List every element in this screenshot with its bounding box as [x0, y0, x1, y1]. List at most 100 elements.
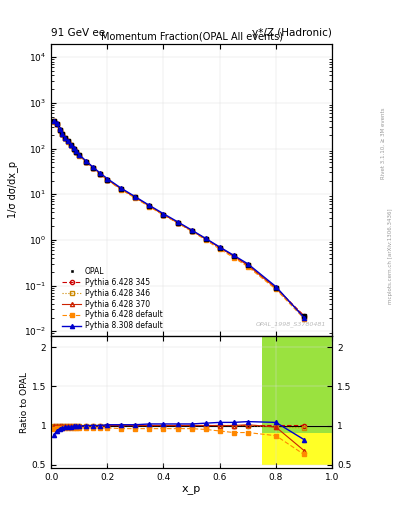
Pythia 6.428 345: [203, 236, 208, 242]
OPAL: [66, 138, 70, 144]
Pythia 6.428 345: [71, 145, 76, 152]
Pythia 6.428 default: [302, 315, 307, 322]
Pythia 8.308 default: [71, 145, 76, 151]
Pythia 6.428 default: [98, 171, 103, 177]
Pythia 6.428 345: [60, 131, 65, 137]
OPAL: [302, 312, 307, 318]
Pythia 8.308 default: [119, 185, 124, 191]
Pythia 6.428 345: [98, 171, 103, 177]
Pythia 6.428 345: [77, 152, 82, 158]
Pythia 8.308 default: [84, 158, 88, 164]
Pythia 6.428 370: [84, 159, 88, 165]
Pythia 6.428 default: [147, 204, 152, 210]
Pythia 8.308 default: [105, 176, 110, 182]
OPAL: [60, 131, 65, 137]
OPAL: [133, 195, 138, 201]
Pythia 8.308 default: [245, 261, 250, 267]
Pythia 8.308 default: [147, 202, 152, 208]
Pythia 6.428 346: [51, 118, 56, 124]
OPAL: [161, 211, 166, 218]
OPAL: [63, 135, 68, 141]
OPAL: [245, 262, 250, 268]
Pythia 6.428 345: [133, 195, 138, 201]
Pythia 6.428 346: [175, 220, 180, 226]
OPAL: [231, 253, 236, 259]
Line: Pythia 6.428 370: Pythia 6.428 370: [52, 119, 306, 318]
Pythia 8.308 default: [217, 244, 222, 250]
OPAL: [119, 186, 124, 192]
Pythia 6.428 345: [54, 121, 59, 127]
Pythia 6.428 default: [119, 187, 124, 193]
Pythia 8.308 default: [51, 118, 56, 124]
Legend: OPAL, Pythia 6.428 345, Pythia 6.428 346, Pythia 6.428 370, Pythia 6.428 default: OPAL, Pythia 6.428 345, Pythia 6.428 346…: [61, 265, 164, 332]
Pythia 6.428 345: [119, 186, 124, 192]
Pythia 8.308 default: [175, 219, 180, 225]
Pythia 6.428 345: [66, 138, 70, 144]
Pythia 6.428 370: [189, 227, 194, 233]
Pythia 6.428 346: [77, 152, 82, 158]
Pythia 8.308 default: [203, 236, 208, 242]
X-axis label: x_p: x_p: [182, 484, 201, 494]
Pythia 6.428 345: [57, 126, 62, 133]
Pythia 6.428 345: [189, 227, 194, 233]
Pythia 8.308 default: [54, 120, 59, 126]
Y-axis label: Ratio to OPAL: Ratio to OPAL: [20, 372, 29, 433]
Pythia 6.428 default: [274, 286, 278, 292]
Pythia 6.428 345: [245, 262, 250, 268]
Pythia 6.428 370: [57, 126, 62, 133]
Pythia 6.428 370: [274, 285, 278, 291]
Text: γ*/Z (Hadronic): γ*/Z (Hadronic): [252, 28, 332, 38]
Pythia 6.428 370: [51, 118, 56, 124]
Pythia 8.308 default: [98, 170, 103, 176]
Pythia 6.428 346: [302, 313, 307, 319]
Pythia 6.428 default: [71, 146, 76, 152]
Pythia 6.428 346: [60, 131, 65, 137]
Pythia 8.308 default: [231, 252, 236, 259]
Pythia 6.428 370: [231, 253, 236, 259]
Pythia 6.428 370: [203, 236, 208, 242]
Pythia 6.428 345: [84, 159, 88, 165]
Pythia 6.428 370: [105, 177, 110, 183]
Pythia 6.428 346: [57, 126, 62, 133]
Pythia 6.428 370: [77, 152, 82, 158]
Pythia 6.428 345: [217, 245, 222, 251]
Pythia 6.428 370: [217, 245, 222, 251]
OPAL: [91, 165, 95, 171]
Pythia 6.428 346: [105, 177, 110, 183]
Pythia 6.428 345: [51, 118, 56, 124]
Pythia 6.428 default: [105, 177, 110, 183]
OPAL: [51, 118, 56, 124]
Pythia 6.428 345: [63, 135, 68, 141]
Pythia 8.308 default: [274, 284, 278, 290]
Pythia 6.428 default: [74, 149, 79, 155]
Pythia 6.428 345: [74, 149, 79, 155]
Pythia 6.428 default: [91, 165, 95, 172]
Pythia 6.428 346: [274, 285, 278, 291]
Pythia 8.308 default: [189, 227, 194, 233]
Pythia 6.428 370: [54, 121, 59, 127]
Pythia 6.428 370: [175, 220, 180, 226]
Pythia 6.428 default: [60, 131, 65, 137]
Pythia 6.428 default: [161, 212, 166, 218]
Pythia 6.428 370: [74, 149, 79, 155]
Pythia 6.428 default: [203, 237, 208, 243]
Text: OPAL_1998_S3780481: OPAL_1998_S3780481: [256, 321, 327, 327]
Pythia 6.428 346: [133, 195, 138, 201]
OPAL: [189, 227, 194, 233]
Pythia 6.428 default: [51, 119, 56, 125]
Pythia 6.428 346: [74, 149, 79, 155]
Pythia 6.428 345: [302, 312, 307, 318]
Pythia 6.428 346: [84, 159, 88, 165]
OPAL: [274, 285, 278, 291]
OPAL: [217, 245, 222, 251]
OPAL: [203, 236, 208, 242]
Pythia 6.428 default: [54, 121, 59, 127]
Pythia 6.428 346: [68, 142, 73, 148]
Pythia 8.308 default: [57, 126, 62, 133]
Pythia 6.428 370: [71, 145, 76, 152]
Pythia 6.428 346: [119, 186, 124, 192]
Pythia 6.428 default: [77, 153, 82, 159]
Pythia 8.308 default: [66, 138, 70, 144]
Pythia 8.308 default: [77, 152, 82, 158]
Y-axis label: 1/σ dσ/dx_p: 1/σ dσ/dx_p: [7, 161, 18, 218]
